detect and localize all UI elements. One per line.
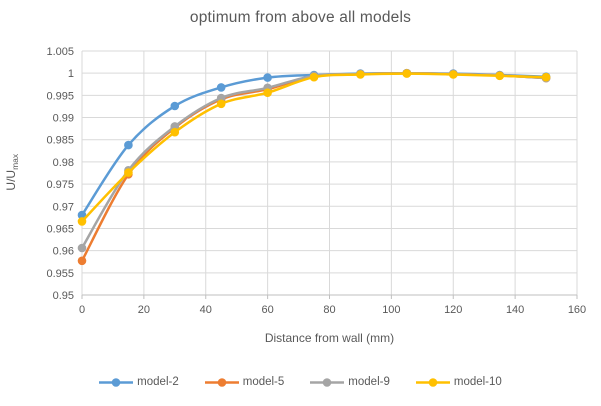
legend-item-model-10: model-10 (415, 376, 502, 388)
legend-item-model-2: model-2 (99, 376, 179, 388)
y-tick-label: 0.965 (46, 223, 74, 235)
y-tick-label: 0.98 (53, 157, 74, 169)
series-marker-model-2 (124, 140, 133, 150)
chart-title: optimum from above all models (189, 9, 412, 26)
legend-marker-icon (204, 377, 239, 387)
y-tick-label: 0.955 (46, 268, 74, 280)
y-tick-label: 0.99 (53, 113, 74, 125)
series-marker-model-10 (356, 70, 365, 79)
series-marker-model-10 (216, 99, 226, 109)
y-tick-label: 0.995 (46, 90, 74, 102)
x-tick-label: 40 (200, 304, 212, 316)
series-marker-model-10 (495, 71, 505, 81)
y-tick-label: 0.985 (46, 135, 74, 147)
series-marker-model-10 (541, 72, 551, 82)
x-tick-label: 0 (79, 304, 85, 316)
y-tick-label: 0.97 (53, 201, 74, 213)
y-axis-title-sub: max (10, 153, 21, 170)
legend-label: model-9 (348, 376, 390, 388)
legend-label: model-5 (242, 376, 285, 388)
legend-label: model-10 (453, 376, 502, 388)
x-axis-title: Distance from wall (mm) (264, 331, 395, 345)
x-tick-label: 140 (506, 304, 524, 316)
y-tick-label: 0.95 (53, 290, 74, 302)
x-tick-label: 80 (323, 304, 335, 316)
y-tick-label: 1.005 (46, 46, 74, 58)
series-marker-model-2 (170, 101, 180, 111)
legend-item-model-9: model-9 (310, 376, 390, 388)
y-tick-label: 0.96 (53, 246, 74, 258)
y-tick-label: 0.975 (46, 179, 74, 191)
series-marker-model-10 (263, 88, 272, 97)
series-marker-model-9 (77, 243, 87, 253)
x-tick-label: 60 (262, 304, 274, 316)
x-tick-label: 120 (444, 304, 462, 316)
legend-marker-icon (99, 377, 134, 387)
x-tick-label: 20 (138, 304, 150, 316)
series-marker-model-10 (170, 127, 180, 137)
series-line-model-9 (80, 71, 547, 249)
series-marker-model-10 (77, 217, 87, 226)
legend-label: model-2 (137, 376, 179, 388)
y-axis-title-main: U/U (3, 169, 18, 191)
x-tick-label: 160 (568, 304, 586, 316)
legend-item-model-5: model-5 (204, 376, 285, 388)
legend-marker-icon (415, 377, 450, 387)
series-line-model-5 (80, 71, 547, 262)
y-tick-label: 1 (68, 68, 74, 80)
series-marker-model-5 (77, 256, 87, 266)
series-marker-model-10 (309, 72, 319, 82)
legend: model-2 model-5 model-9 model-10 (0, 376, 601, 388)
series-marker-model-2 (216, 83, 226, 92)
series-marker-model-10 (449, 70, 458, 79)
series-marker-model-2 (263, 73, 272, 82)
x-tick-label: 100 (382, 304, 400, 316)
series-marker-model-10 (402, 69, 412, 78)
legend-marker-icon (310, 377, 345, 387)
series-marker-model-10 (124, 168, 133, 177)
y-axis-title: U/Umax (4, 102, 20, 242)
plot-area: 1.005 1 0.995 0.99 0.985 0.98 0.975 0.97 0.965 0.… (46, 46, 586, 316)
